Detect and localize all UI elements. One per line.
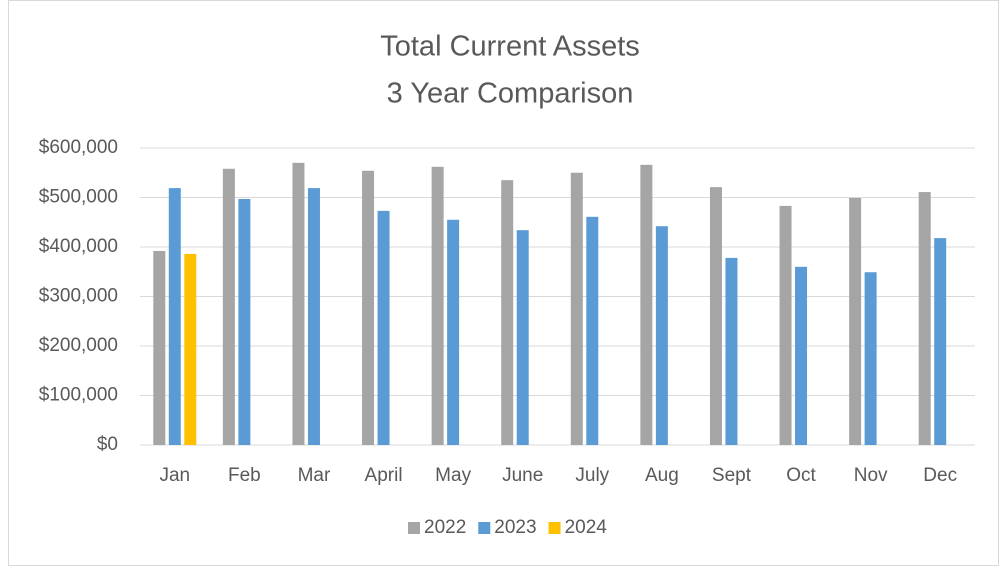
bar <box>655 226 668 445</box>
bar <box>864 272 877 445</box>
x-tick-label: April <box>365 465 403 486</box>
legend-swatch <box>408 522 420 534</box>
bar <box>501 180 514 446</box>
y-tick-label: $400,000 <box>39 236 118 257</box>
bar <box>238 198 251 445</box>
chart-subtitle: 3 Year Comparison <box>387 78 634 110</box>
bar <box>709 187 722 446</box>
x-tick-label: Mar <box>298 465 331 486</box>
y-tick-label: $200,000 <box>39 335 118 356</box>
y-tick-label: $600,000 <box>39 137 118 158</box>
bar <box>570 172 583 445</box>
x-tick-label: July <box>575 465 609 486</box>
bar <box>222 168 235 446</box>
x-tick-label: Dec <box>923 465 957 486</box>
bar <box>184 253 197 445</box>
bar <box>447 219 460 445</box>
bar <box>795 266 808 445</box>
bar <box>362 170 375 445</box>
x-tick-label: Aug <box>645 465 679 486</box>
x-tick-label: June <box>502 465 543 486</box>
legend-label: 2024 <box>565 517 608 538</box>
legend-swatch <box>478 522 491 534</box>
bar <box>640 164 653 445</box>
x-tick-label: Jan <box>159 465 190 486</box>
x-tick-label: Oct <box>786 465 816 486</box>
bar <box>516 230 529 445</box>
bar <box>849 197 862 445</box>
bar <box>918 192 931 445</box>
x-tick-label: Nov <box>854 465 888 486</box>
bar <box>168 188 181 445</box>
bar <box>292 162 305 445</box>
bar <box>779 205 792 445</box>
y-tick-label: $0 <box>97 434 118 455</box>
legend-swatch <box>548 522 561 534</box>
x-tick-label: Sept <box>712 465 752 486</box>
bar <box>153 250 166 445</box>
x-tick-label: Feb <box>228 465 261 486</box>
bar <box>725 257 738 445</box>
y-tick-label: $500,000 <box>39 187 118 208</box>
legend-label: 2023 <box>494 517 536 538</box>
legend-label: 2022 <box>424 517 466 538</box>
y-tick-label: $100,000 <box>39 385 118 406</box>
chart-title: Total Current Assets <box>380 31 640 63</box>
bar <box>377 210 390 445</box>
x-tick-label: May <box>435 465 471 486</box>
bar <box>586 216 599 445</box>
bar <box>307 188 320 445</box>
bar <box>934 238 947 445</box>
bar <box>431 166 444 445</box>
y-tick-label: $300,000 <box>39 286 118 307</box>
